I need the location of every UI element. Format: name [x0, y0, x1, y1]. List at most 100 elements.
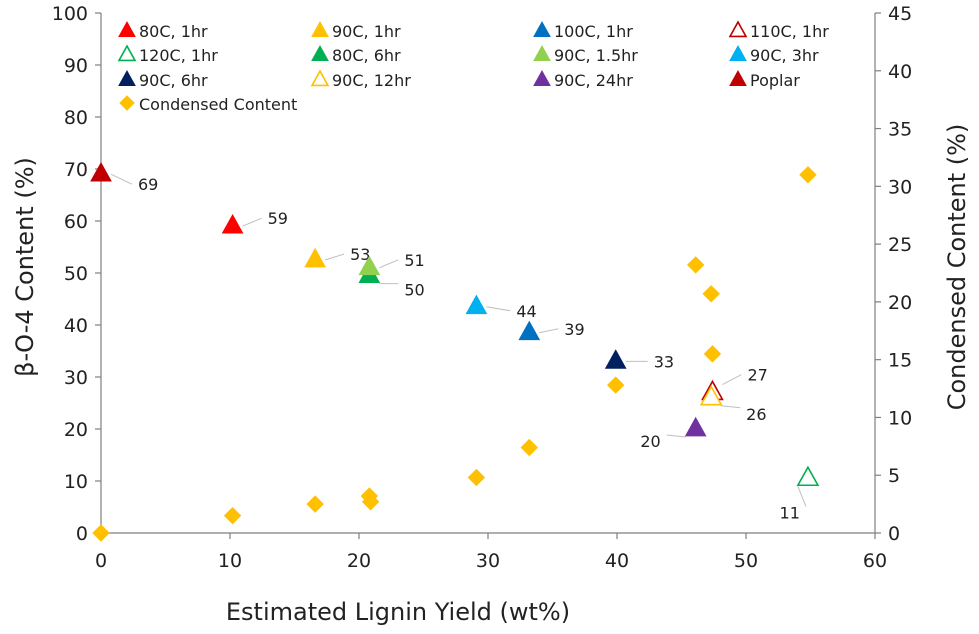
y2-tick-label: 25	[888, 234, 912, 256]
y2-tick-label: 30	[888, 176, 912, 198]
beta-o-4-triangle-point	[221, 214, 244, 234]
legend-item: 120C, 1hr	[117, 44, 218, 65]
y2-tick-label: 45	[888, 3, 912, 25]
condensed-diamond-point	[686, 256, 705, 274]
legend-item: 80C, 1hr	[118, 21, 208, 41]
legend-item: 100C, 1hr	[533, 21, 633, 41]
data-label: 33	[654, 352, 674, 371]
y-tick-label: 70	[64, 159, 88, 181]
plot-frame	[100, 13, 876, 534]
y2-tick-label: 10	[888, 407, 912, 429]
beta-o-4-triangle-point	[358, 255, 381, 276]
legend-item: 90C, 1hr	[311, 21, 401, 41]
beta-o-4-triangle-point	[90, 162, 112, 182]
legend-marker	[117, 44, 137, 62]
x-tick-label: 0	[95, 550, 107, 572]
legend-label: 120C, 1hr	[139, 46, 218, 65]
legend-item: Condensed Content	[119, 95, 297, 114]
legend-label: 90C, 6hr	[139, 71, 208, 90]
data-label-leader	[379, 259, 399, 269]
condensed-diamond-point	[223, 506, 242, 525]
y-tick-label: 30	[64, 367, 88, 389]
x-axis-ticks: 0 10 20 30 40 50 60	[95, 533, 887, 572]
y-axis-ticks: 0 10 20 30 40 50 60 70 80 90 100	[52, 3, 101, 545]
data-label-leader	[242, 217, 262, 227]
condensed-diamond-point	[92, 524, 110, 542]
data-label-leader	[110, 173, 133, 185]
legend-item: 80C, 6hr	[311, 45, 401, 65]
data-label: 59	[268, 209, 288, 228]
legend-marker	[119, 95, 135, 111]
legend-item: 90C, 1.5hr	[533, 45, 638, 65]
legend-marker	[533, 21, 551, 37]
condensed-diamond-point	[361, 493, 380, 511]
legend-item: 90C, 3hr	[729, 45, 819, 65]
legend-label: 90C, 24hr	[554, 71, 633, 90]
x-axis-title: Estimated Lignin Yield (wt%)	[226, 598, 570, 626]
condensed-diamond-point	[799, 166, 817, 184]
legend-marker	[533, 70, 551, 86]
y-tick-label: 10	[64, 471, 88, 493]
data-label: 53	[350, 245, 370, 264]
y2-tick-label: 35	[888, 119, 912, 141]
legend-marker	[311, 21, 329, 37]
y-tick-label: 20	[64, 419, 88, 441]
data-label: 50	[404, 281, 424, 300]
y2-tick-label: 40	[888, 61, 912, 83]
beta-o-4-triangle-point	[699, 384, 723, 406]
x-tick-label: 50	[734, 550, 758, 572]
legend-item: 90C, 6hr	[118, 70, 208, 90]
condensed-diamond-point	[607, 376, 625, 394]
y2-axis-ticks: 0 5 10 15 20 25 30 35 40 45	[875, 3, 912, 545]
legend-label: 80C, 6hr	[332, 46, 401, 65]
data-label-leader	[539, 328, 559, 334]
x-tick-label: 60	[863, 550, 887, 572]
beta-o-4-triangle-point	[684, 416, 707, 437]
legend-marker	[118, 21, 136, 37]
legend-item: 110C, 1hr	[728, 20, 829, 41]
data-label-leader	[721, 405, 741, 409]
y2-tick-label: 5	[888, 465, 900, 487]
legend-label: 80C, 1hr	[139, 22, 208, 41]
y-tick-label: 0	[76, 523, 88, 545]
legend-item: Poplar	[729, 70, 800, 90]
data-label-leader	[486, 306, 511, 312]
legend-marker	[729, 45, 747, 61]
legend-item: 90C, 24hr	[533, 70, 633, 90]
legend-marker	[533, 45, 551, 61]
beta-o-4-triangle-point	[796, 465, 820, 487]
legend-marker	[728, 20, 748, 38]
y-tick-label: 80	[64, 107, 88, 129]
legend-label: 110C, 1hr	[750, 22, 829, 41]
legend-label: 100C, 1hr	[554, 22, 633, 41]
y2-tick-label: 0	[888, 523, 900, 545]
legend-label: 90C, 12hr	[332, 71, 411, 90]
data-label: 44	[516, 302, 536, 321]
x-tick-label: 30	[476, 550, 500, 572]
condensed-diamond-point	[703, 345, 722, 363]
condensed-diamond-point	[702, 285, 720, 303]
legend-item: 90C, 12hr	[310, 69, 411, 90]
beta-o-4-triangle-point	[304, 247, 326, 268]
y2-tick-label: 15	[888, 350, 912, 372]
condensed-diamond-point	[306, 495, 324, 513]
y-tick-label: 40	[64, 315, 88, 337]
y-tick-label: 100	[52, 3, 88, 25]
data-label: 20	[640, 432, 660, 451]
data-label-leader	[666, 434, 686, 438]
legend-label: Condensed Content	[139, 95, 297, 114]
beta-o-4-triangle-point	[465, 294, 488, 315]
data-label: 26	[746, 405, 766, 424]
beta-o-4-triangle-point	[518, 320, 541, 341]
data-label-leader	[722, 374, 742, 386]
legend-marker	[729, 70, 747, 86]
x-tick-label: 20	[347, 550, 371, 572]
legend-marker	[118, 70, 136, 86]
y-tick-label: 60	[64, 211, 88, 233]
x-tick-label: 10	[218, 550, 242, 572]
data-label-leader	[797, 486, 807, 507]
y2-tick-label: 20	[888, 292, 912, 314]
data-label: 51	[404, 251, 424, 270]
legend-marker	[310, 69, 330, 87]
legend-label: 90C, 1hr	[332, 22, 401, 41]
